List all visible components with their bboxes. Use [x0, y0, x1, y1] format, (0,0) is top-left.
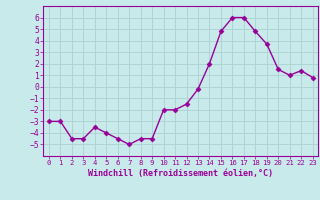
X-axis label: Windchill (Refroidissement éolien,°C): Windchill (Refroidissement éolien,°C) — [88, 169, 273, 178]
